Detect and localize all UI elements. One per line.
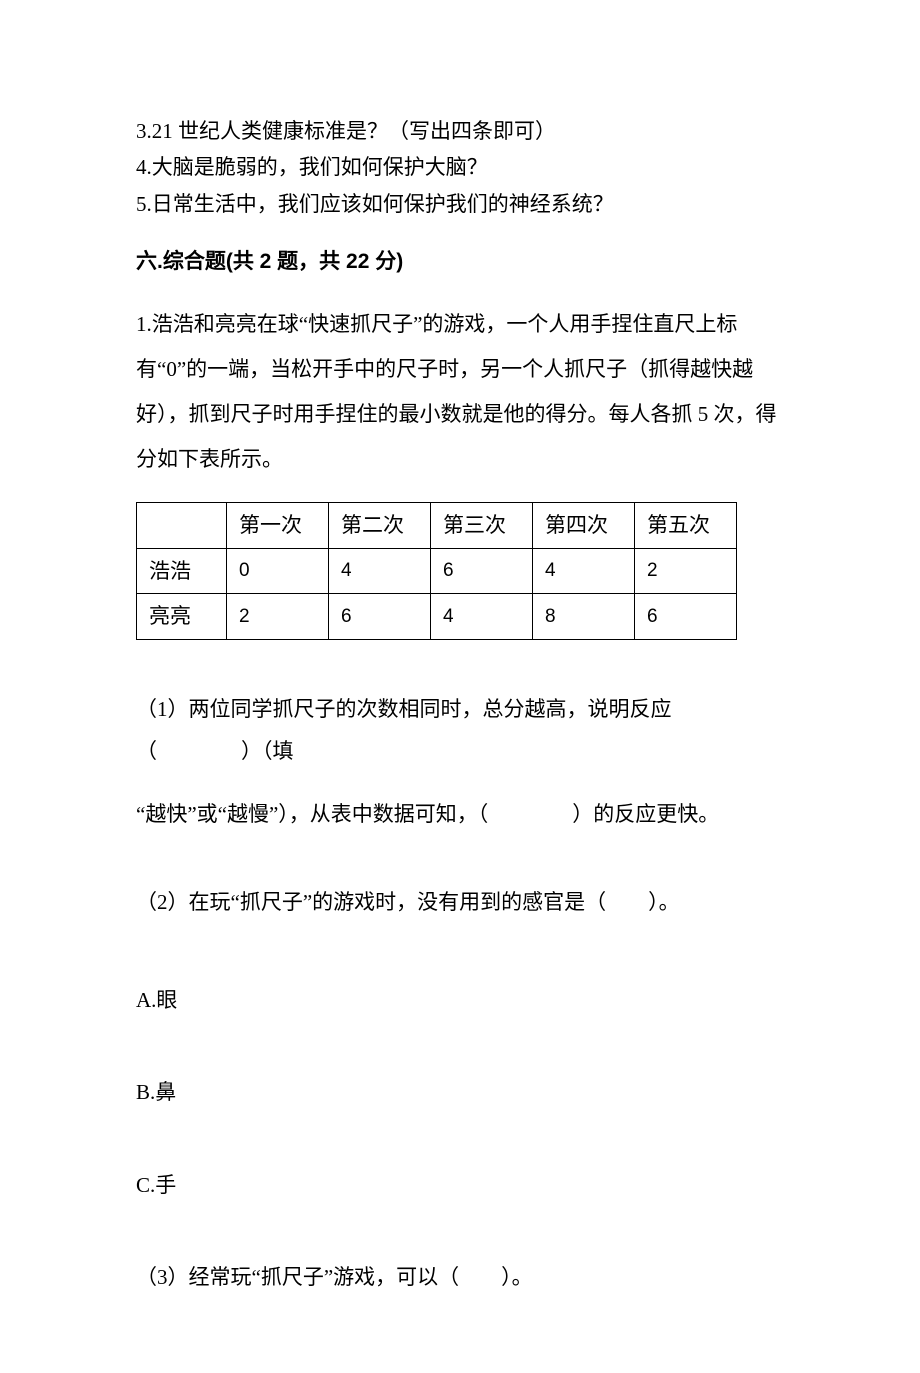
section-6-header: 六.综合题(共 2 题，共 22 分) [136, 247, 784, 277]
q1-intro-paragraph: 1.浩浩和亮亮在球“快速抓尺子”的游戏，一个人用手捏住直尺上标有“0”的一端，当… [136, 302, 784, 483]
table-cell: 2 [227, 594, 329, 639]
table-cell: 4 [533, 548, 635, 593]
table-row: 亮亮 2 6 4 8 6 [137, 594, 737, 639]
table-cell: 6 [329, 594, 431, 639]
table-cell: 2 [635, 548, 737, 593]
q1-sub2: （2）在玩“抓尺子”的游戏时，没有用到的感官是（ ）。 [136, 881, 784, 923]
q1-sub2-option-b: B.鼻 [136, 1077, 784, 1107]
question-3: 3.21 世纪人类健康标准是？（写出四条即可） [136, 116, 784, 146]
table-cell: 4 [431, 594, 533, 639]
question-4: 4.大脑是脆弱的，我们如何保护大脑？ [136, 152, 784, 182]
question-5: 5.日常生活中，我们应该如何保护我们的神经系统？ [136, 189, 784, 219]
q1-sub2-option-a: A.眼 [136, 985, 784, 1015]
scores-table: 第一次 第二次 第三次 第四次 第五次 浩浩 0 4 6 4 2 亮亮 2 6 … [136, 502, 737, 639]
table-cell: 8 [533, 594, 635, 639]
table-cell: 0 [227, 548, 329, 593]
q1-sub1-line1: （1）两位同学抓尺子的次数相同时，总分越高，说明反应（ ）（填 [136, 688, 784, 772]
q1-sub2-option-c: C.手 [136, 1170, 784, 1200]
q1-sub1-line2: “越快”或“越慢”），从表中数据可知，（ ）的反应更快。 [136, 793, 784, 835]
table-row-label: 浩浩 [137, 548, 227, 593]
table-header-cell [137, 503, 227, 548]
question-list-prev-section: 3.21 世纪人类健康标准是？（写出四条即可） 4.大脑是脆弱的，我们如何保护大… [136, 116, 784, 219]
table-header-row: 第一次 第二次 第三次 第四次 第五次 [137, 503, 737, 548]
table-header-cell: 第四次 [533, 503, 635, 548]
table-cell: 6 [431, 548, 533, 593]
table-cell: 4 [329, 548, 431, 593]
q1-sub3: （3）经常玩“抓尺子”游戏，可以（ ）。 [136, 1262, 784, 1292]
table-cell: 6 [635, 594, 737, 639]
table-row-label: 亮亮 [137, 594, 227, 639]
table-header-cell: 第五次 [635, 503, 737, 548]
table-row: 浩浩 0 4 6 4 2 [137, 548, 737, 593]
table-header-cell: 第二次 [329, 503, 431, 548]
table-header-cell: 第一次 [227, 503, 329, 548]
table-header-cell: 第三次 [431, 503, 533, 548]
